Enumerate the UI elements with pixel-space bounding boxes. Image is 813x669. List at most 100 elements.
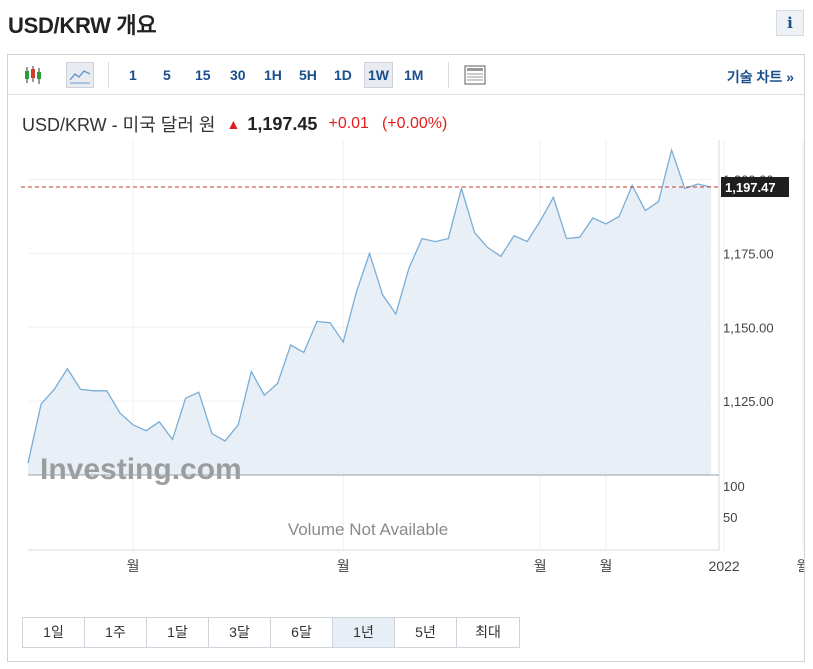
volume-tick-label: 50 <box>723 510 737 525</box>
interval-1h[interactable]: 1H <box>264 67 282 83</box>
x-tick-label: 월 <box>599 558 612 574</box>
data-point[interactable] <box>407 266 411 270</box>
x-tick-label: 월 <box>127 558 140 574</box>
interval-5[interactable]: 5 <box>163 67 171 83</box>
data-point[interactable] <box>39 402 43 406</box>
data-point[interactable] <box>144 429 148 433</box>
data-point[interactable] <box>105 389 109 393</box>
page-title: USD/KRW 개요 <box>8 13 157 38</box>
data-point[interactable] <box>604 222 608 226</box>
y-tick-label: 1,125.00 <box>723 394 774 409</box>
x-tick-label: 2022 <box>709 558 740 574</box>
data-point[interactable] <box>92 389 96 393</box>
interval-15[interactable]: 15 <box>195 67 211 83</box>
data-point[interactable] <box>184 396 188 400</box>
data-point[interactable] <box>26 461 30 465</box>
data-point[interactable] <box>210 432 214 436</box>
up-arrow-icon: ▲ <box>226 116 241 132</box>
range-button[interactable]: 1년 <box>333 618 395 647</box>
data-point[interactable] <box>315 319 319 323</box>
price-chart[interactable]: Investing.com Volume Not Available 1,125… <box>8 55 804 615</box>
x-tick-label: 월 <box>796 558 804 574</box>
data-point[interactable] <box>591 216 595 220</box>
data-point[interactable] <box>170 438 174 442</box>
data-point[interactable] <box>394 312 398 316</box>
range-button[interactable]: 5년 <box>395 618 457 647</box>
range-button[interactable]: 최대 <box>457 618 519 647</box>
data-point[interactable] <box>473 231 477 235</box>
data-point[interactable] <box>578 235 582 239</box>
data-point[interactable] <box>499 254 503 258</box>
data-point[interactable] <box>630 183 634 187</box>
data-point[interactable] <box>249 370 253 374</box>
data-point[interactable] <box>302 350 306 354</box>
last-price: 1,197.45 <box>247 113 318 134</box>
interval-1[interactable]: 1 <box>129 67 137 83</box>
data-point[interactable] <box>289 343 293 347</box>
data-point[interactable] <box>446 237 450 241</box>
y-tick-label: 1,175.00 <box>723 246 774 261</box>
table-view-icon[interactable] <box>462 62 488 88</box>
data-point[interactable] <box>328 321 332 325</box>
advanced-chart-link[interactable]: 기술 차트 » <box>726 69 794 85</box>
instrument-name: USD/KRW - 미국 달러 원 <box>22 115 216 135</box>
candlestick-icon[interactable] <box>20 62 46 88</box>
data-point[interactable] <box>223 439 227 443</box>
data-point[interactable] <box>486 246 490 250</box>
data-point[interactable] <box>79 387 83 391</box>
range-button[interactable]: 1주 <box>85 618 147 647</box>
data-point[interactable] <box>118 411 122 415</box>
data-point[interactable] <box>52 387 56 391</box>
data-point[interactable] <box>341 340 345 344</box>
price-line <box>27 147 712 464</box>
interval-30[interactable]: 30 <box>230 67 246 83</box>
data-point[interactable] <box>381 293 385 297</box>
current-price-tag: 1,197.47 <box>721 177 789 198</box>
toolbar-divider <box>108 62 109 88</box>
interval-1m[interactable]: 1M <box>404 67 424 83</box>
data-point[interactable] <box>157 420 161 424</box>
data-point[interactable] <box>433 240 437 244</box>
x-tick-label: 월 <box>534 558 547 574</box>
chart-widget: 1 5 15 30 1H 5H 1D 1W 1M 기술 차트 » USD/KRW… <box>7 54 805 662</box>
range-button[interactable]: 3달 <box>209 618 271 647</box>
data-point[interactable] <box>236 423 240 427</box>
chart-toolbar: 1 5 15 30 1H 5H 1D 1W 1M 기술 차트 » <box>8 55 804 95</box>
data-point[interactable] <box>525 240 529 244</box>
info-button[interactable]: i <box>776 10 804 36</box>
data-point[interactable] <box>197 390 201 394</box>
volume-not-available-label: Volume Not Available <box>288 520 448 539</box>
data-point[interactable] <box>131 423 135 427</box>
interval-1w[interactable]: 1W <box>364 62 393 88</box>
data-point[interactable] <box>459 186 463 190</box>
data-point[interactable] <box>617 214 621 218</box>
price-change-percent: (+0.00%) <box>381 115 448 132</box>
interval-1d[interactable]: 1D <box>334 67 352 83</box>
data-point[interactable] <box>65 367 69 371</box>
data-point[interactable] <box>551 195 555 199</box>
x-tick-label: 월 <box>337 558 350 574</box>
data-point[interactable] <box>670 148 674 152</box>
data-point[interactable] <box>683 186 687 190</box>
data-point[interactable] <box>420 237 424 241</box>
data-point[interactable] <box>512 234 516 238</box>
data-point[interactable] <box>696 182 700 186</box>
data-point[interactable] <box>565 237 569 241</box>
range-button[interactable]: 6달 <box>271 618 333 647</box>
interval-5h[interactable]: 5H <box>299 67 317 83</box>
range-button[interactable]: 1일 <box>23 618 85 647</box>
range-button[interactable]: 1달 <box>147 618 209 647</box>
data-point[interactable] <box>643 209 647 213</box>
y-tick-label: 1,150.00 <box>723 320 774 335</box>
data-point[interactable] <box>538 219 542 223</box>
price-change: +0.01 <box>328 115 369 132</box>
data-point[interactable] <box>262 393 266 397</box>
quote-header: USD/KRW - 미국 달러 원 ▲ 1,197.45 +0.01 (+0.0… <box>22 111 447 137</box>
range-selector: 1일 1주 1달 3달 6달 1년 5년 최대 <box>22 617 520 648</box>
data-point[interactable] <box>368 251 372 255</box>
data-point[interactable] <box>276 381 280 385</box>
data-point[interactable] <box>656 200 660 204</box>
area-chart-icon[interactable] <box>66 62 94 88</box>
data-point[interactable] <box>354 290 358 294</box>
data-point[interactable] <box>709 185 713 189</box>
